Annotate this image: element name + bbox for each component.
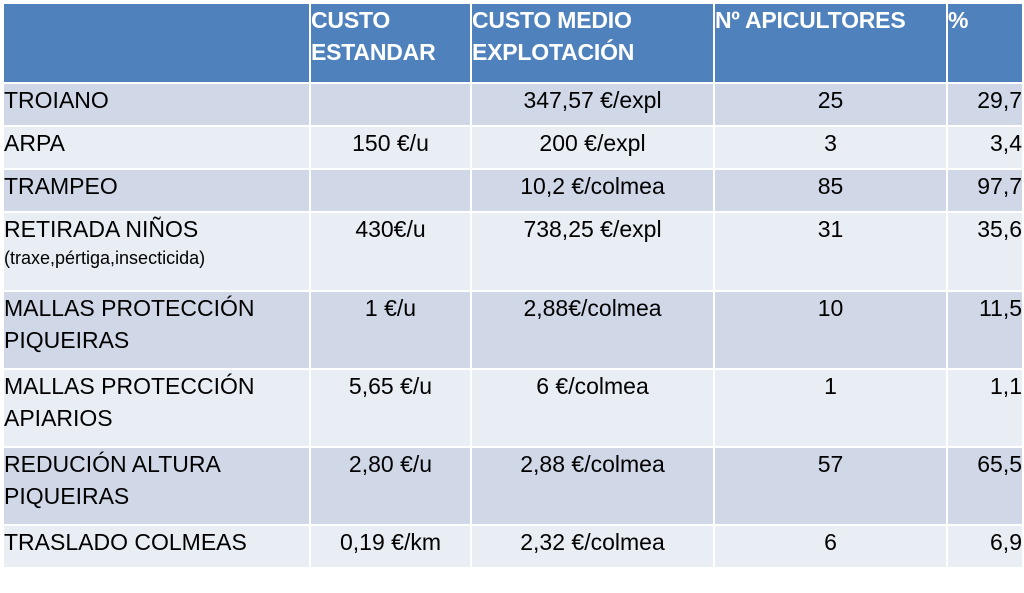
cost-table: CUSTO ESTANDAR CUSTO MEDIO EXPLOTACIÓN N… bbox=[2, 2, 1024, 569]
cell-custo-estandar: 5,65 €/u bbox=[311, 370, 470, 446]
cell-custo-medio: 6 €/colmea bbox=[472, 370, 713, 446]
table-row: TRASLADO COLMEAS 0,19 €/km 2,32 €/colmea… bbox=[4, 526, 1022, 567]
row-label: RETIRADA NIÑOS bbox=[4, 216, 199, 242]
header-label: CUSTO bbox=[311, 7, 391, 33]
cell-apicultores: 10 bbox=[715, 292, 946, 368]
table-row: TROIANO 347,57 €/expl 25 29,7 bbox=[4, 84, 1022, 125]
row-label: MALLAS PROTECCIÓN bbox=[4, 295, 255, 321]
header-label: CUSTO MEDIO bbox=[472, 7, 632, 33]
cell-custo-estandar bbox=[311, 84, 470, 125]
cell-name: RETIRADA NIÑOS (traxe,pértiga,insecticid… bbox=[4, 213, 309, 290]
cell-percent: 3,4 bbox=[948, 127, 1022, 168]
cell-custo-medio: 200 €/expl bbox=[472, 127, 713, 168]
cell-percent: 11,5 bbox=[948, 292, 1022, 368]
table-row: RETIRADA NIÑOS (traxe,pértiga,insecticid… bbox=[4, 213, 1022, 290]
cell-name: TROIANO bbox=[4, 84, 309, 125]
cell-apicultores: 85 bbox=[715, 170, 946, 211]
cell-name: ARPA bbox=[4, 127, 309, 168]
cell-percent: 35,6 bbox=[948, 213, 1022, 290]
header-cell-custo-estandar: CUSTO ESTANDAR bbox=[311, 4, 470, 82]
table-row: MALLAS PROTECCIÓN APIARIOS 5,65 €/u 6 €/… bbox=[4, 370, 1022, 446]
row-label: REDUCIÓN ALTURA bbox=[4, 451, 221, 477]
header-label: Nº APICULTORES bbox=[715, 7, 906, 33]
cell-apicultores: 1 bbox=[715, 370, 946, 446]
cell-percent: 97,7 bbox=[948, 170, 1022, 211]
cell-custo-medio: 2,88 €/colmea bbox=[472, 448, 713, 524]
cell-percent: 29,7 bbox=[948, 84, 1022, 125]
cell-custo-estandar: 2,80 €/u bbox=[311, 448, 470, 524]
header-label: EXPLOTACIÓN bbox=[472, 39, 635, 65]
row-label: TRAMPEO bbox=[4, 173, 118, 199]
table-row: MALLAS PROTECCIÓN PIQUEIRAS 1 €/u 2,88€/… bbox=[4, 292, 1022, 368]
row-label: MALLAS PROTECCIÓN bbox=[4, 373, 255, 399]
row-label-line2: APIARIOS bbox=[4, 405, 113, 431]
cell-apicultores: 25 bbox=[715, 84, 946, 125]
row-label: TRASLADO COLMEAS bbox=[4, 529, 247, 555]
header-label: ESTANDAR bbox=[311, 39, 436, 65]
cell-custo-estandar bbox=[311, 170, 470, 211]
row-label: ARPA bbox=[4, 130, 65, 156]
header-label: % bbox=[948, 7, 969, 33]
cell-custo-estandar: 1 €/u bbox=[311, 292, 470, 368]
row-sublabel: (traxe,pértiga,insecticida) bbox=[4, 248, 206, 268]
header-cell-name bbox=[4, 4, 309, 82]
table-header-row: CUSTO ESTANDAR CUSTO MEDIO EXPLOTACIÓN N… bbox=[4, 4, 1022, 82]
cell-custo-medio: 738,25 €/expl bbox=[472, 213, 713, 290]
cell-custo-estandar: 430€/u bbox=[311, 213, 470, 290]
cell-percent: 1,1 bbox=[948, 370, 1022, 446]
cell-apicultores: 6 bbox=[715, 526, 946, 567]
cell-name: MALLAS PROTECCIÓN APIARIOS bbox=[4, 370, 309, 446]
cell-name: REDUCIÓN ALTURA PIQUEIRAS bbox=[4, 448, 309, 524]
row-label-line2: PIQUEIRAS bbox=[4, 327, 130, 353]
row-label-line2: PIQUEIRAS bbox=[4, 483, 130, 509]
cell-name: MALLAS PROTECCIÓN PIQUEIRAS bbox=[4, 292, 309, 368]
cell-name: TRASLADO COLMEAS bbox=[4, 526, 309, 567]
cell-apicultores: 57 bbox=[715, 448, 946, 524]
table-row: REDUCIÓN ALTURA PIQUEIRAS 2,80 €/u 2,88 … bbox=[4, 448, 1022, 524]
cell-name: TRAMPEO bbox=[4, 170, 309, 211]
header-cell-custo-medio: CUSTO MEDIO EXPLOTACIÓN bbox=[472, 4, 713, 82]
cell-custo-medio: 2,32 €/colmea bbox=[472, 526, 713, 567]
cell-apicultores: 31 bbox=[715, 213, 946, 290]
cell-custo-estandar: 0,19 €/km bbox=[311, 526, 470, 567]
table-row: ARPA 150 €/u 200 €/expl 3 3,4 bbox=[4, 127, 1022, 168]
cell-custo-medio: 347,57 €/expl bbox=[472, 84, 713, 125]
cell-custo-medio: 2,88€/colmea bbox=[472, 292, 713, 368]
cell-percent: 65,5 bbox=[948, 448, 1022, 524]
cell-custo-estandar: 150 €/u bbox=[311, 127, 470, 168]
cell-apicultores: 3 bbox=[715, 127, 946, 168]
header-cell-percent: % bbox=[948, 4, 1022, 82]
table-row: TRAMPEO 10,2 €/colmea 85 97,7 bbox=[4, 170, 1022, 211]
cell-custo-medio: 10,2 €/colmea bbox=[472, 170, 713, 211]
row-label: TROIANO bbox=[4, 87, 109, 113]
header-cell-apicultores: Nº APICULTORES bbox=[715, 4, 946, 82]
cell-percent: 6,9 bbox=[948, 526, 1022, 567]
